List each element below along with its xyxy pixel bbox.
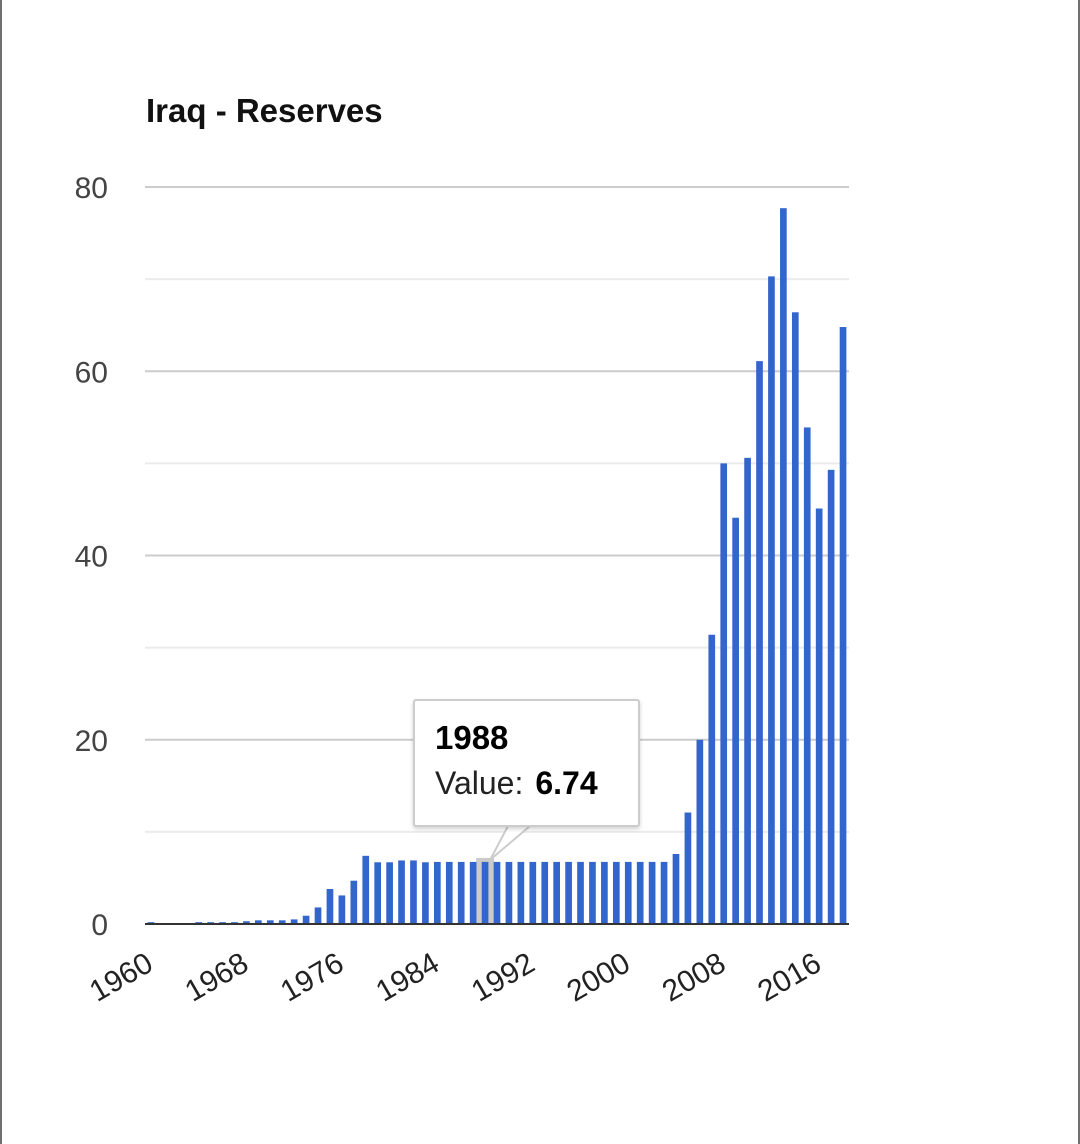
bar-1983 bbox=[422, 862, 429, 924]
x-tick-label: 1960 bbox=[84, 946, 158, 1008]
bar-1971 bbox=[278, 920, 286, 924]
y-tick-label: 80 bbox=[75, 172, 108, 205]
bar-2015 bbox=[803, 427, 811, 924]
bar-1984 bbox=[433, 861, 441, 924]
bar-1973 bbox=[302, 915, 310, 924]
bar-2017 bbox=[827, 469, 835, 924]
bar-1992 bbox=[529, 861, 537, 924]
bar-2012 bbox=[768, 276, 775, 925]
bar-1989 bbox=[493, 861, 501, 924]
bar-2016 bbox=[815, 508, 823, 924]
x-tick-label: 1968 bbox=[180, 946, 254, 1008]
bar-1981 bbox=[398, 860, 405, 924]
bar-1991 bbox=[517, 861, 525, 924]
bar-1987 bbox=[469, 861, 477, 924]
bar-1977 bbox=[350, 880, 358, 924]
x-tick-label: 2000 bbox=[561, 946, 635, 1008]
x-tick-label: 1992 bbox=[466, 946, 540, 1008]
y-tick-label: 60 bbox=[75, 356, 108, 389]
bar-1978 bbox=[362, 855, 370, 924]
bar-1980 bbox=[386, 862, 393, 924]
x-tick-label: 1984 bbox=[371, 946, 445, 1008]
bar-2011 bbox=[756, 361, 763, 925]
bar-1974 bbox=[314, 907, 322, 924]
bar-2008 bbox=[720, 463, 728, 924]
bar-1968 bbox=[243, 921, 250, 924]
bar-2002 bbox=[648, 861, 656, 924]
bar-2000 bbox=[624, 861, 632, 924]
bar-1988 bbox=[481, 861, 489, 924]
bar-1986 bbox=[457, 861, 465, 924]
x-tick-label: 1976 bbox=[275, 946, 349, 1008]
bar-1970 bbox=[266, 920, 274, 924]
tooltip-value-row: Value: 6.74 bbox=[435, 765, 638, 802]
bar-2001 bbox=[636, 861, 644, 924]
x-tick-label: 2016 bbox=[752, 946, 826, 1008]
bar-2013 bbox=[780, 208, 787, 925]
bar-1972 bbox=[290, 919, 298, 924]
bar-2010 bbox=[744, 457, 751, 924]
bar-1994 bbox=[553, 861, 561, 924]
bar-2005 bbox=[684, 812, 692, 924]
bar-1979 bbox=[374, 862, 382, 924]
chart-title: Iraq - Reserves bbox=[146, 92, 383, 129]
bar-1999 bbox=[612, 861, 620, 924]
y-tick-label: 40 bbox=[75, 541, 108, 574]
bar-2014 bbox=[791, 312, 799, 924]
tooltip-value-label: Value: bbox=[435, 765, 524, 801]
bar-2007 bbox=[708, 634, 716, 924]
data-tooltip: 1988 Value: 6.74 bbox=[413, 699, 640, 827]
y-tick-label: 20 bbox=[75, 725, 108, 758]
tooltip-year: 1988 bbox=[435, 719, 509, 756]
bar-1990 bbox=[505, 861, 513, 924]
bar-1985 bbox=[445, 861, 453, 924]
bar-1975 bbox=[326, 888, 334, 924]
bar-2003 bbox=[660, 861, 668, 924]
bar-1996 bbox=[577, 861, 584, 924]
bar-1995 bbox=[565, 861, 572, 924]
tooltip-value: 6.74 bbox=[535, 765, 598, 801]
bar-2006 bbox=[696, 739, 704, 924]
bar-1998 bbox=[601, 861, 608, 924]
bar-1969 bbox=[255, 920, 262, 924]
bar-2009 bbox=[732, 517, 739, 924]
bar-1997 bbox=[589, 861, 596, 924]
bar-2018 bbox=[839, 327, 847, 924]
bar-1976 bbox=[338, 895, 346, 924]
y-tick-label: 0 bbox=[91, 909, 108, 942]
x-tick-label: 2008 bbox=[657, 946, 731, 1008]
bar-1993 bbox=[541, 861, 549, 924]
bar-1982 bbox=[410, 860, 417, 924]
bar-2004 bbox=[672, 853, 680, 924]
